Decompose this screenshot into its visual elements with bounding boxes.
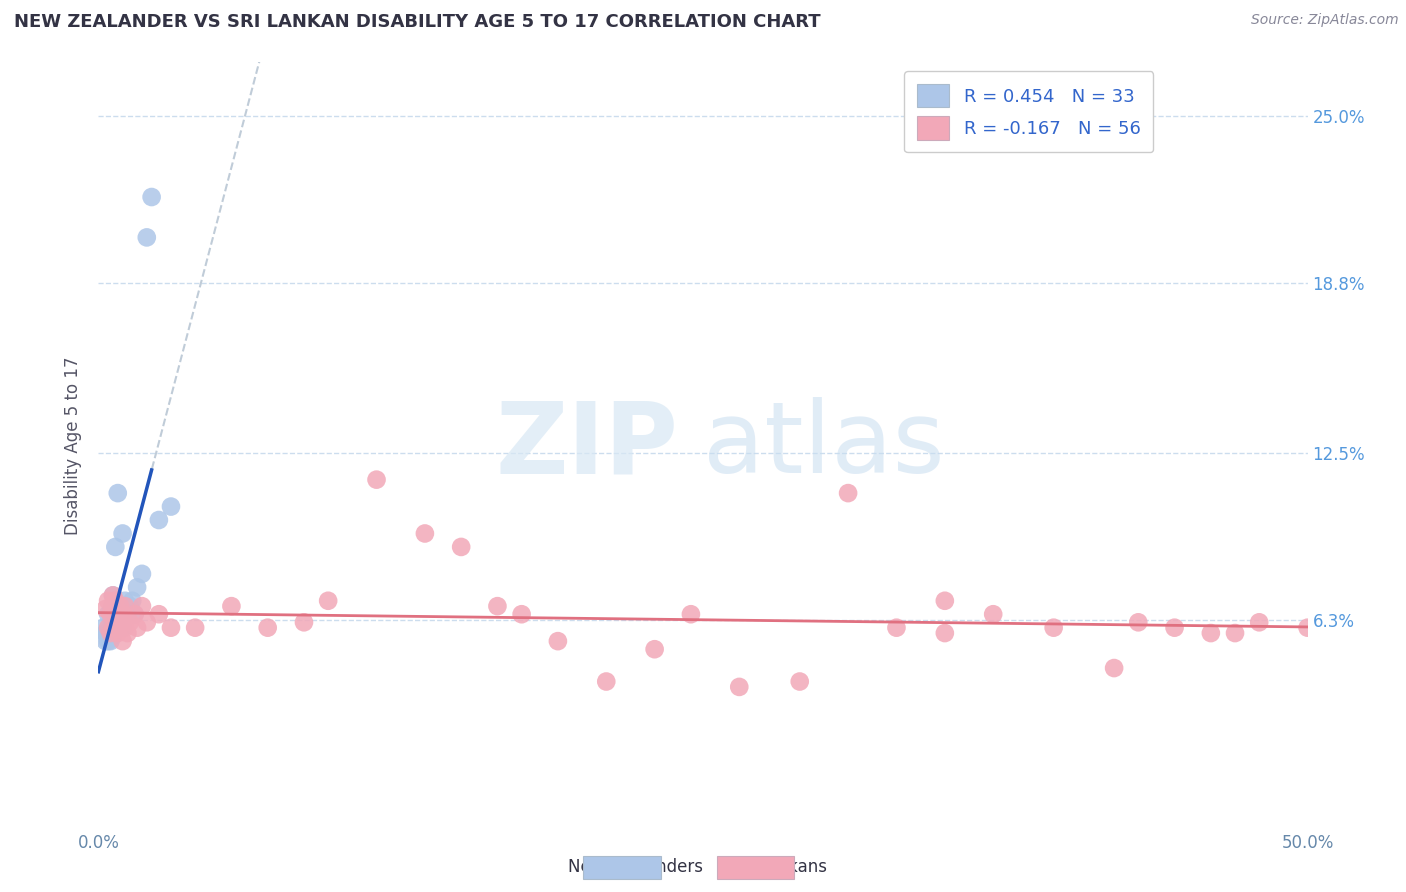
Point: [101, 588, 124, 602]
Point: [100, 626, 122, 640]
Legend: R = 0.454   N = 33, R = -0.167   N = 56: R = 0.454 N = 33, R = -0.167 N = 56: [904, 71, 1153, 153]
Point: [108, 621, 131, 635]
Point: [118, 615, 141, 630]
Point: [510, 607, 533, 622]
Point: [131, 599, 153, 614]
Point: [127, 621, 149, 635]
Point: [1223, 626, 1246, 640]
Point: [108, 599, 131, 614]
Point: [114, 599, 136, 614]
Point: [1042, 621, 1064, 635]
Point: [366, 473, 388, 487]
Point: [141, 190, 163, 204]
Point: [117, 626, 139, 640]
Text: New Zealanders: New Zealanders: [568, 858, 703, 876]
Point: [547, 634, 569, 648]
Point: [97, 621, 120, 635]
Point: [94, 602, 117, 616]
Point: [728, 680, 751, 694]
Point: [97, 634, 120, 648]
Point: [111, 621, 134, 635]
Point: [107, 607, 129, 622]
Point: [107, 486, 129, 500]
Point: [104, 594, 127, 608]
Text: Source: ZipAtlas.com: Source: ZipAtlas.com: [1251, 13, 1399, 28]
Point: [100, 607, 122, 622]
Point: [100, 634, 122, 648]
Point: [148, 513, 170, 527]
Point: [104, 621, 127, 635]
Point: [111, 607, 134, 622]
Point: [595, 674, 617, 689]
Point: [131, 566, 153, 581]
Text: atlas: atlas: [703, 398, 945, 494]
Point: [107, 621, 129, 635]
Point: [107, 626, 129, 640]
Point: [114, 621, 136, 635]
Point: [221, 599, 243, 614]
Point: [111, 607, 134, 622]
Point: [934, 594, 956, 608]
Text: Sri Lankans: Sri Lankans: [731, 858, 827, 876]
Point: [104, 540, 127, 554]
Point: [100, 607, 122, 622]
Point: [100, 621, 122, 635]
Point: [101, 615, 124, 630]
Point: [124, 607, 146, 622]
Point: [135, 230, 157, 244]
Point: [108, 615, 131, 630]
Point: [94, 634, 117, 648]
Point: [160, 621, 183, 635]
Point: [127, 580, 149, 594]
Point: [101, 621, 124, 635]
Point: [1128, 615, 1150, 630]
Point: [148, 607, 170, 622]
Point: [413, 526, 436, 541]
Point: [1163, 621, 1185, 635]
Text: ZIP: ZIP: [496, 398, 679, 494]
Point: [101, 599, 124, 614]
Point: [160, 500, 183, 514]
Point: [101, 588, 124, 602]
Point: [111, 634, 134, 648]
Point: [886, 621, 908, 635]
Point: [184, 621, 207, 635]
Point: [97, 594, 120, 608]
Point: [934, 626, 956, 640]
Point: [101, 599, 124, 614]
Point: [124, 607, 146, 622]
Y-axis label: Disability Age 5 to 17: Disability Age 5 to 17: [65, 357, 83, 535]
Point: [117, 607, 139, 622]
Text: NEW ZEALANDER VS SRI LANKAN DISABILITY AGE 5 TO 17 CORRELATION CHART: NEW ZEALANDER VS SRI LANKAN DISABILITY A…: [14, 13, 821, 31]
Point: [1199, 626, 1222, 640]
Point: [837, 486, 859, 500]
Point: [789, 674, 811, 689]
Point: [1249, 615, 1271, 630]
Point: [104, 607, 127, 622]
Point: [114, 594, 136, 608]
Point: [118, 599, 141, 614]
Point: [135, 615, 157, 630]
Point: [450, 540, 472, 554]
Point: [104, 607, 127, 622]
Point: [101, 629, 124, 643]
Point: [94, 626, 117, 640]
Point: [111, 526, 134, 541]
Point: [679, 607, 702, 622]
Point: [121, 594, 143, 608]
Point: [104, 621, 127, 635]
Point: [1102, 661, 1125, 675]
Point: [256, 621, 278, 635]
Point: [108, 607, 131, 622]
Point: [1296, 621, 1319, 635]
Point: [97, 607, 120, 622]
Point: [91, 621, 114, 635]
Point: [981, 607, 1004, 622]
Point: [292, 615, 315, 630]
Point: [316, 594, 339, 608]
Point: [486, 599, 509, 614]
Point: [644, 642, 666, 657]
